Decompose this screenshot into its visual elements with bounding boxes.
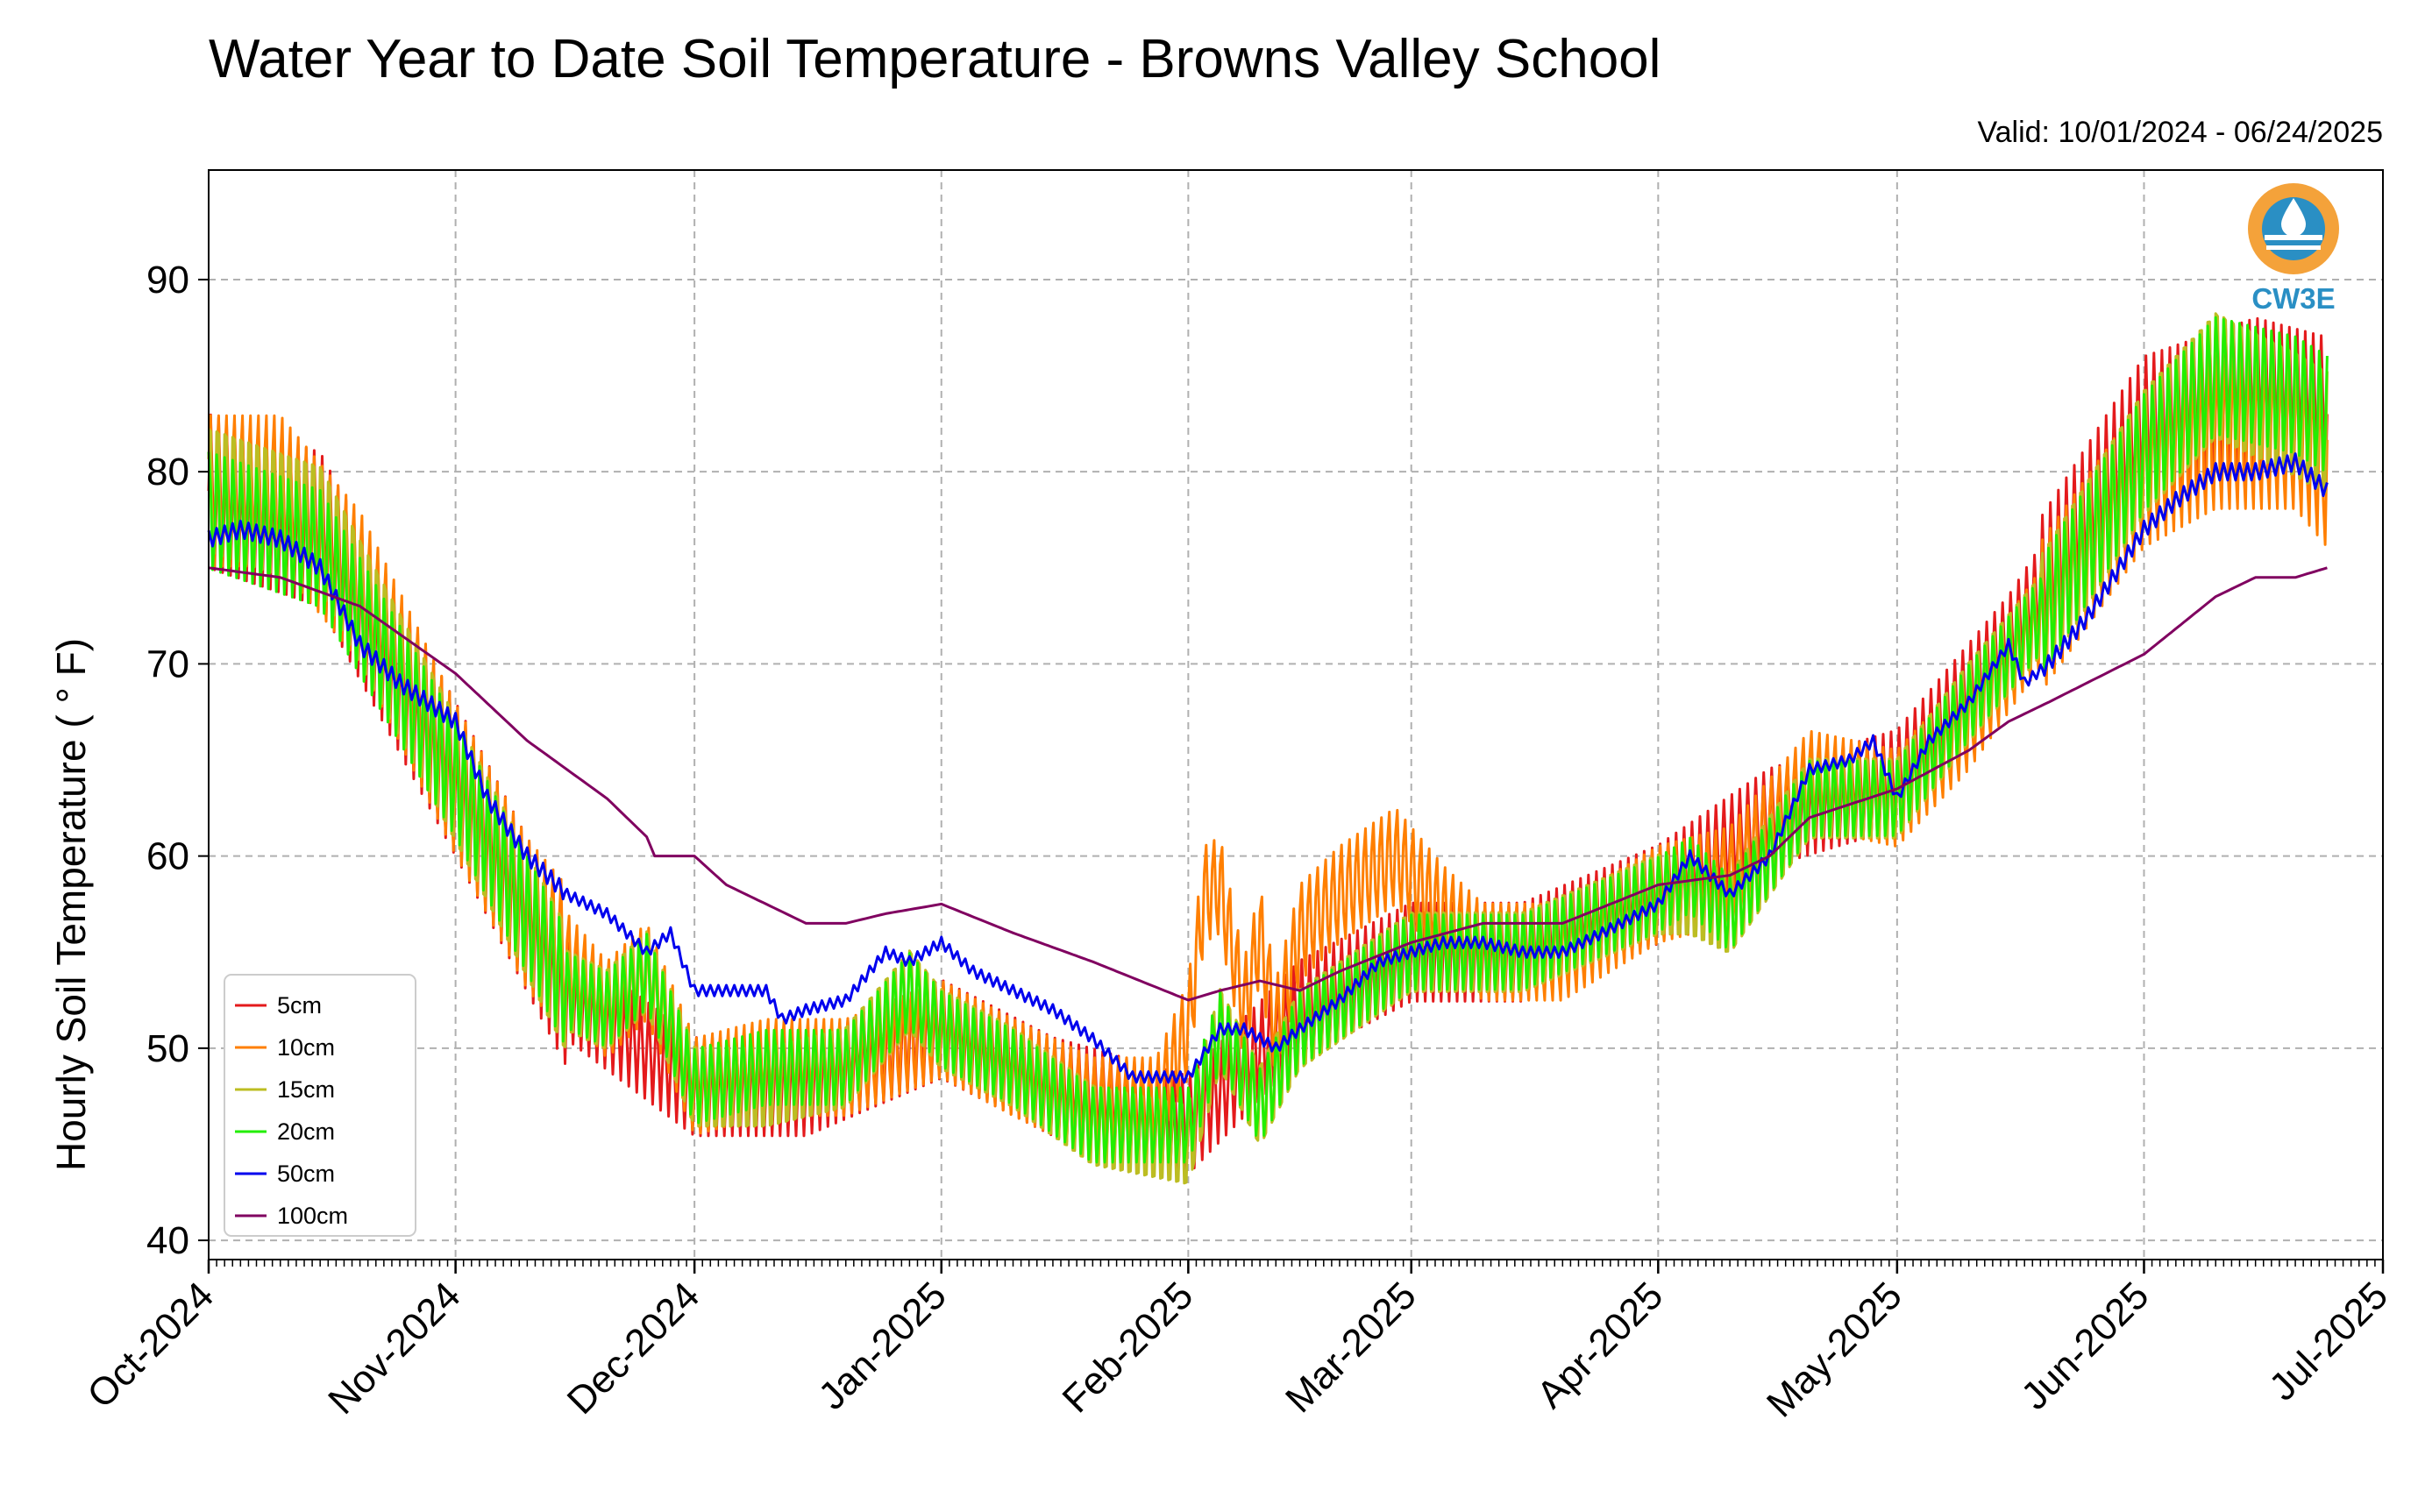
tick-labels: 40 50 60 70 80 90 Oct-2024 Nov-2024 Dec-2024 Jan-… (79, 259, 2396, 1425)
y-tick-label: 60 (146, 835, 189, 878)
y-tick-label: 70 (146, 642, 189, 685)
plot-area (207, 312, 2329, 1185)
logo-wave-1 (2265, 235, 2322, 240)
x-tick-label: Dec-2024 (559, 1274, 708, 1423)
x-tick-label: Apr-2025 (1529, 1274, 1672, 1416)
grid-layer (209, 170, 2383, 1260)
legend-box (224, 974, 416, 1237)
series-line-10cm (207, 357, 2329, 1155)
y-tick-label: 80 (146, 451, 189, 493)
x-tick-label: Jun-2025 (2013, 1274, 2157, 1417)
series-line-100cm (208, 566, 2328, 1002)
series-line-50cm (207, 452, 2329, 1084)
legend-label-15cm: 15cm (277, 1076, 335, 1103)
x-tick-label: May-2025 (1759, 1274, 1910, 1425)
valid-range-subtitle: Valid: 10/01/2024 - 06/24/2025 (1977, 116, 2383, 149)
x-tick-label: Jan-2025 (810, 1274, 954, 1417)
legend-label-100cm: 100cm (277, 1203, 348, 1229)
x-tick-label: Nov-2024 (320, 1274, 469, 1423)
x-tick-label: Mar-2025 (1277, 1274, 1425, 1421)
series-line-5cm (207, 316, 2329, 1175)
logo-text: CW3E (2251, 282, 2335, 315)
chart-title: Water Year to Date Soil Temperature - Br… (209, 29, 1661, 89)
x-tick-label: Jul-2025 (2261, 1274, 2396, 1409)
legend-label-5cm: 5cm (277, 992, 322, 1019)
legend-label-10cm: 10cm (277, 1034, 335, 1061)
legend-label-20cm: 20cm (277, 1118, 335, 1145)
axis-ticks (198, 278, 2385, 1274)
plot-frame (208, 169, 2384, 1260)
cw3e-logo: CW3E (2248, 183, 2339, 315)
y-axis-label: Hourly Soil Temperature ( ° F) (48, 638, 94, 1171)
legend: 5cm 10cm 15cm 20cm 50cm 100cm (224, 974, 416, 1237)
logo-wave-2 (2266, 245, 2321, 250)
water-drop-icon (2281, 198, 2306, 237)
legend-label-50cm: 50cm (277, 1161, 335, 1187)
x-tick-label: Feb-2025 (1055, 1274, 1202, 1421)
series-line-20cm (207, 316, 2329, 1164)
x-tick-label: Oct-2024 (79, 1274, 222, 1416)
y-tick-label: 90 (146, 259, 189, 302)
y-tick-label: 40 (146, 1219, 189, 1262)
y-tick-label: 50 (146, 1027, 189, 1070)
